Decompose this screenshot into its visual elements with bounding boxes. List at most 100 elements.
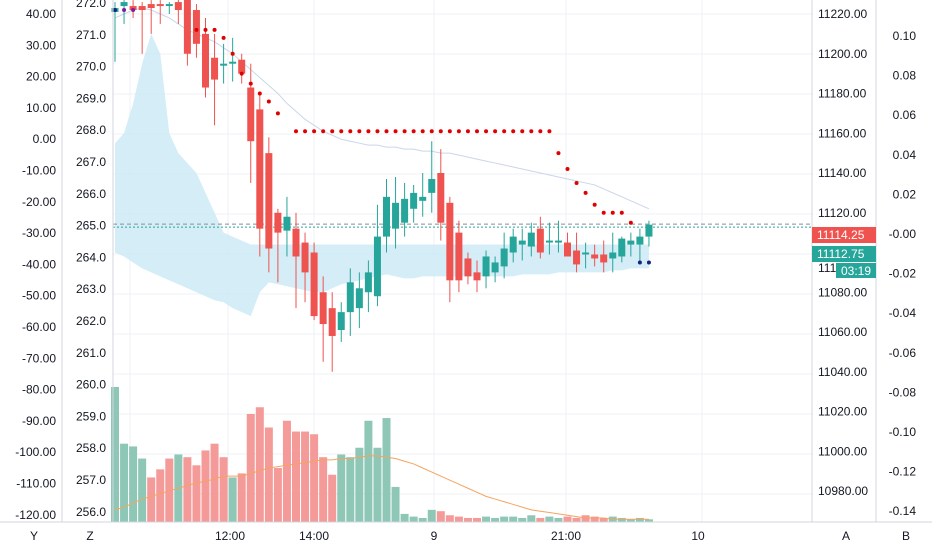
time-axis: 12:00 14:00 9 21:00 10 Y Z A B: [0, 521, 932, 550]
volume-bar-45: [518, 517, 527, 522]
left-axis-1-tick-14: -100.00: [15, 445, 56, 459]
psar-dot-35: [493, 129, 498, 134]
volume-bar-44: [509, 516, 518, 522]
volume-bar-32: [400, 513, 409, 522]
candle-body-30: [383, 196, 390, 237]
volume-bar-37: [445, 515, 454, 522]
candle-body-41: [482, 256, 490, 277]
psar-dot-9: [248, 81, 253, 86]
candle-body-40: [473, 272, 481, 281]
right-axis-2-tick-6: -0.02: [889, 267, 917, 281]
psar-dot-1: [122, 8, 127, 13]
volume-bar-23: [319, 457, 328, 522]
candle-body-43: [500, 248, 508, 267]
volume-bar-11: [210, 443, 219, 522]
price-axis-tick-10: 11000.00: [818, 444, 867, 458]
psar-dot-0: [113, 8, 117, 13]
left-axis-1-tick-13: -90.00: [22, 414, 56, 428]
price-lines: [113, 223, 812, 228]
psar-dot-2: [131, 8, 136, 13]
candle-body-27: [355, 288, 363, 309]
psar-dot-24: [393, 129, 398, 134]
psar-dot-30: [447, 129, 452, 134]
price-axis-tick-6: 11080.00: [818, 285, 867, 299]
countdown-tag: [836, 263, 876, 278]
candle-body-35: [428, 178, 436, 193]
right-axis-2-tick-8: -0.06: [889, 346, 917, 360]
volume-bars: [111, 387, 653, 522]
psar-dot-33: [475, 129, 479, 134]
volume-bar-22: [310, 434, 319, 522]
candle-body-29: [373, 236, 381, 297]
price-axis-tick-4: 11140.00: [818, 166, 867, 180]
x-tick-1: 14:00: [299, 529, 329, 543]
volume-bar-25: [337, 454, 346, 522]
volume-bar-27: [355, 447, 364, 522]
left-axis-1-tick-9: -50.00: [22, 289, 56, 303]
volume-bar-8: [183, 457, 192, 522]
candle-body-9: [192, 10, 200, 44]
volume-bar-18: [273, 468, 282, 522]
price-axis-tick-9: 11020.00: [818, 405, 867, 419]
left-axis-2-tick-5: 267.0: [76, 155, 106, 169]
left-axis-1-tick-5: -10.00: [22, 164, 56, 178]
candle-body-26: [346, 282, 354, 313]
volume-bar-56: [617, 517, 626, 522]
left-axis-2-tick-2: 270.0: [76, 60, 106, 74]
left-axis-2-tick-0: 272.0: [76, 0, 106, 10]
volume-bar-52: [581, 515, 590, 522]
psar-dot-38: [520, 129, 525, 134]
candle-body-18: [274, 212, 282, 233]
volume-bar-0: [111, 387, 119, 522]
psar-dot-25: [402, 129, 407, 134]
left-axis-2-tick-1: 271.0: [76, 28, 106, 42]
candle-body-56: [618, 238, 626, 257]
candle-body-31: [392, 202, 400, 229]
candle-body-25: [337, 312, 345, 331]
psar-dot-43: [565, 167, 570, 172]
candle-body-23: [319, 292, 327, 325]
psar-dot-20: [357, 129, 362, 134]
left-axis-2-tick-3: 269.0: [76, 91, 106, 105]
psar-dot-51: [637, 260, 642, 265]
axes: 40.00 30.00 20.00 10.00 0.00 -10.00 -20.00 -30.…: [15, 0, 916, 550]
left-axis-2-tick-14: 258.0: [76, 441, 106, 455]
volume-bar-29: [373, 447, 382, 522]
candle-body-38: [455, 232, 463, 281]
candle-body-24: [328, 308, 336, 336]
last-price-tag-text: 11114.25: [817, 228, 865, 242]
left-axis-1-tick-16: -120.00: [15, 508, 56, 522]
left-axis-2-tick-10: 262.0: [76, 314, 106, 328]
close-price-tag: [812, 246, 876, 262]
bottom-bar-bg: [0, 522, 932, 550]
candle-body-33: [410, 192, 418, 209]
psar-dot-39: [529, 129, 534, 134]
countdown-tag-text: 03:19: [841, 264, 871, 278]
volume-bar-30: [382, 418, 391, 522]
volume-bar-16: [255, 407, 264, 522]
price-axis-tick-11: 10980.00: [818, 484, 868, 498]
candle-body-55: [609, 252, 617, 259]
psar-dot-19: [348, 129, 353, 134]
candle-body-3: [138, 6, 146, 11]
psar-dot-26: [411, 129, 416, 134]
indicator-band: [115, 33, 649, 317]
psar-dot-28: [429, 129, 434, 134]
left-axis-2-tick-7: 265.0: [76, 219, 106, 233]
price-axis-tick-3: 11160.00: [818, 126, 867, 140]
psar-dot-50: [628, 220, 633, 225]
candle-body-28: [364, 272, 372, 293]
volume-bar-13: [228, 477, 237, 522]
candle-body-1: [120, 2, 128, 7]
candle-body-8: [183, 0, 191, 54]
left-axis-1-tick-7: -30.00: [22, 226, 56, 240]
volume-bar-15: [246, 414, 255, 522]
psar-dot-46: [592, 202, 597, 207]
left-axis-2-tick-12: 260.0: [76, 378, 106, 392]
volume-bar-9: [192, 465, 201, 522]
x-tick-3: 21:00: [551, 529, 581, 543]
psar-dot-10: [257, 91, 262, 96]
psar-dot-36: [502, 129, 507, 134]
price-axis-tick-7: 11060.00: [818, 325, 867, 339]
